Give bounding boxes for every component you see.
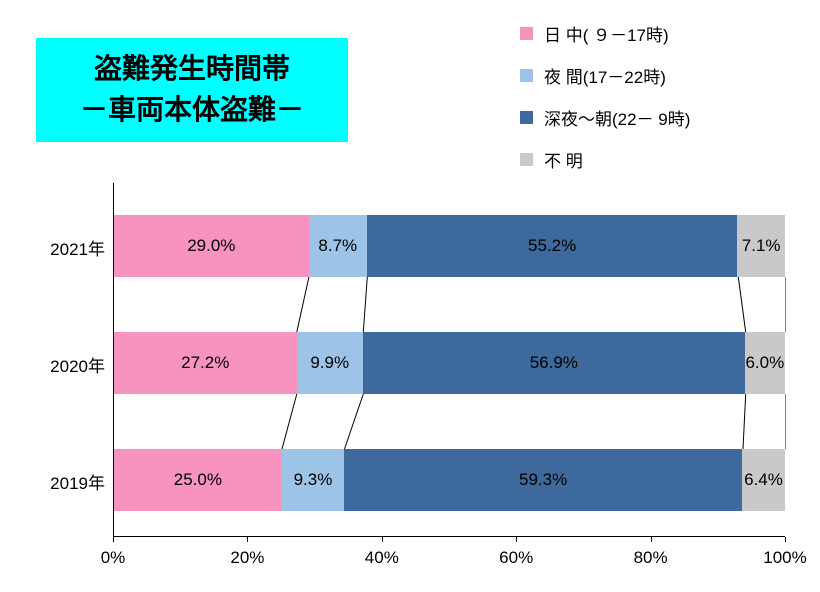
bar-segment-evening: 8.7% — [308, 215, 367, 277]
segment-value-label: 7.1% — [741, 236, 781, 255]
segment-value-label: 56.9% — [529, 353, 578, 372]
legend-marker-evening — [520, 68, 533, 82]
plot-area: 29.0% 8.7% 55.2% 7.1% 27.2% 9.9% 56.9% 6.0% 25.0… — [113, 183, 786, 537]
bar-segment-late-night: 56.9% — [362, 332, 745, 394]
category-label-2020: 2020年 — [50, 357, 105, 376]
legend-marker-late-night — [520, 110, 533, 124]
bar-row-2021: 29.0% 8.7% 55.2% 7.1% — [114, 215, 785, 277]
bar-segment-daytime: 27.2% — [114, 332, 297, 394]
legend-item-daytime: 日 中( ９－17時) — [520, 22, 690, 45]
x-tick-label: 0% — [100, 548, 126, 567]
bar-row-2019: 25.0% 9.3% 59.3% 6.4% — [114, 449, 785, 511]
segment-value-label: 25.0% — [173, 470, 222, 489]
x-tick-label: 40% — [364, 548, 399, 567]
legend-label: 日 中( ９－17時) — [544, 25, 669, 45]
chart-title-line2: －車両本体盗難－ — [79, 94, 304, 125]
bar-segment-unknown: 7.1% — [737, 215, 785, 277]
legend-marker-daytime — [520, 26, 533, 40]
chart-title-line1: 盗難発生時間帯 — [93, 53, 290, 85]
bar-row-2020: 27.2% 9.9% 56.9% 6.0% — [114, 332, 785, 394]
bar-segment-unknown: 6.4% — [742, 449, 785, 511]
x-tick-label: 80% — [633, 548, 668, 567]
segment-value-label: 9.3% — [293, 470, 333, 489]
bar-segment-daytime: 25.0% — [114, 449, 282, 511]
x-tick-mark — [785, 537, 786, 542]
bar-segment-evening: 9.3% — [281, 449, 345, 511]
x-tick-mark — [516, 537, 518, 542]
segment-value-label: 6.4% — [744, 470, 783, 489]
x-tick-mark — [381, 537, 383, 542]
legend: 日 中( ９－17時) 夜 間(17－22時) 深夜～朝(22－ 9時) 不 明 — [520, 22, 691, 171]
x-tick-label: 100% — [763, 548, 807, 567]
bar-segment-unknown: 6.0% — [744, 332, 785, 394]
legend-item-unknown: 不 明 — [520, 148, 690, 171]
segment-value-label: 8.7% — [318, 236, 358, 255]
legend-label: 夜 間(17－22時) — [544, 67, 666, 87]
x-tick-mark — [247, 537, 249, 542]
x-tick-label: 20% — [230, 548, 265, 567]
legend-item-late-night: 深夜～朝(22－ 9時) — [520, 106, 691, 129]
x-tick-mark — [113, 537, 114, 542]
segment-value-label: 29.0% — [187, 236, 236, 255]
x-tick-mark — [650, 537, 652, 542]
bar-segment-late-night: 55.2% — [366, 215, 738, 277]
bar-segment-daytime: 29.0% — [114, 215, 309, 277]
chart-title-box: 盗難発生時間帯 －車両本体盗難－ — [36, 38, 348, 142]
category-label-2021: 2021年 — [50, 240, 105, 259]
x-tick-label: 60% — [499, 548, 534, 567]
segment-value-label: 6.0% — [745, 353, 785, 372]
segment-value-label: 27.2% — [181, 353, 230, 372]
legend-item-evening: 夜 間(17－22時) — [520, 64, 690, 87]
legend-marker-unknown — [520, 152, 533, 166]
legend-label: 深夜～朝(22－ 9時) — [544, 109, 691, 129]
bar-segment-late-night: 59.3% — [344, 449, 743, 511]
segment-value-label: 55.2% — [528, 236, 577, 255]
category-label-2019: 2019年 — [50, 474, 105, 493]
segment-value-label: 9.9% — [310, 353, 350, 372]
segment-value-label: 59.3% — [518, 470, 568, 489]
legend-label: 不 明 — [544, 151, 583, 171]
bar-segment-evening: 9.9% — [296, 332, 363, 394]
